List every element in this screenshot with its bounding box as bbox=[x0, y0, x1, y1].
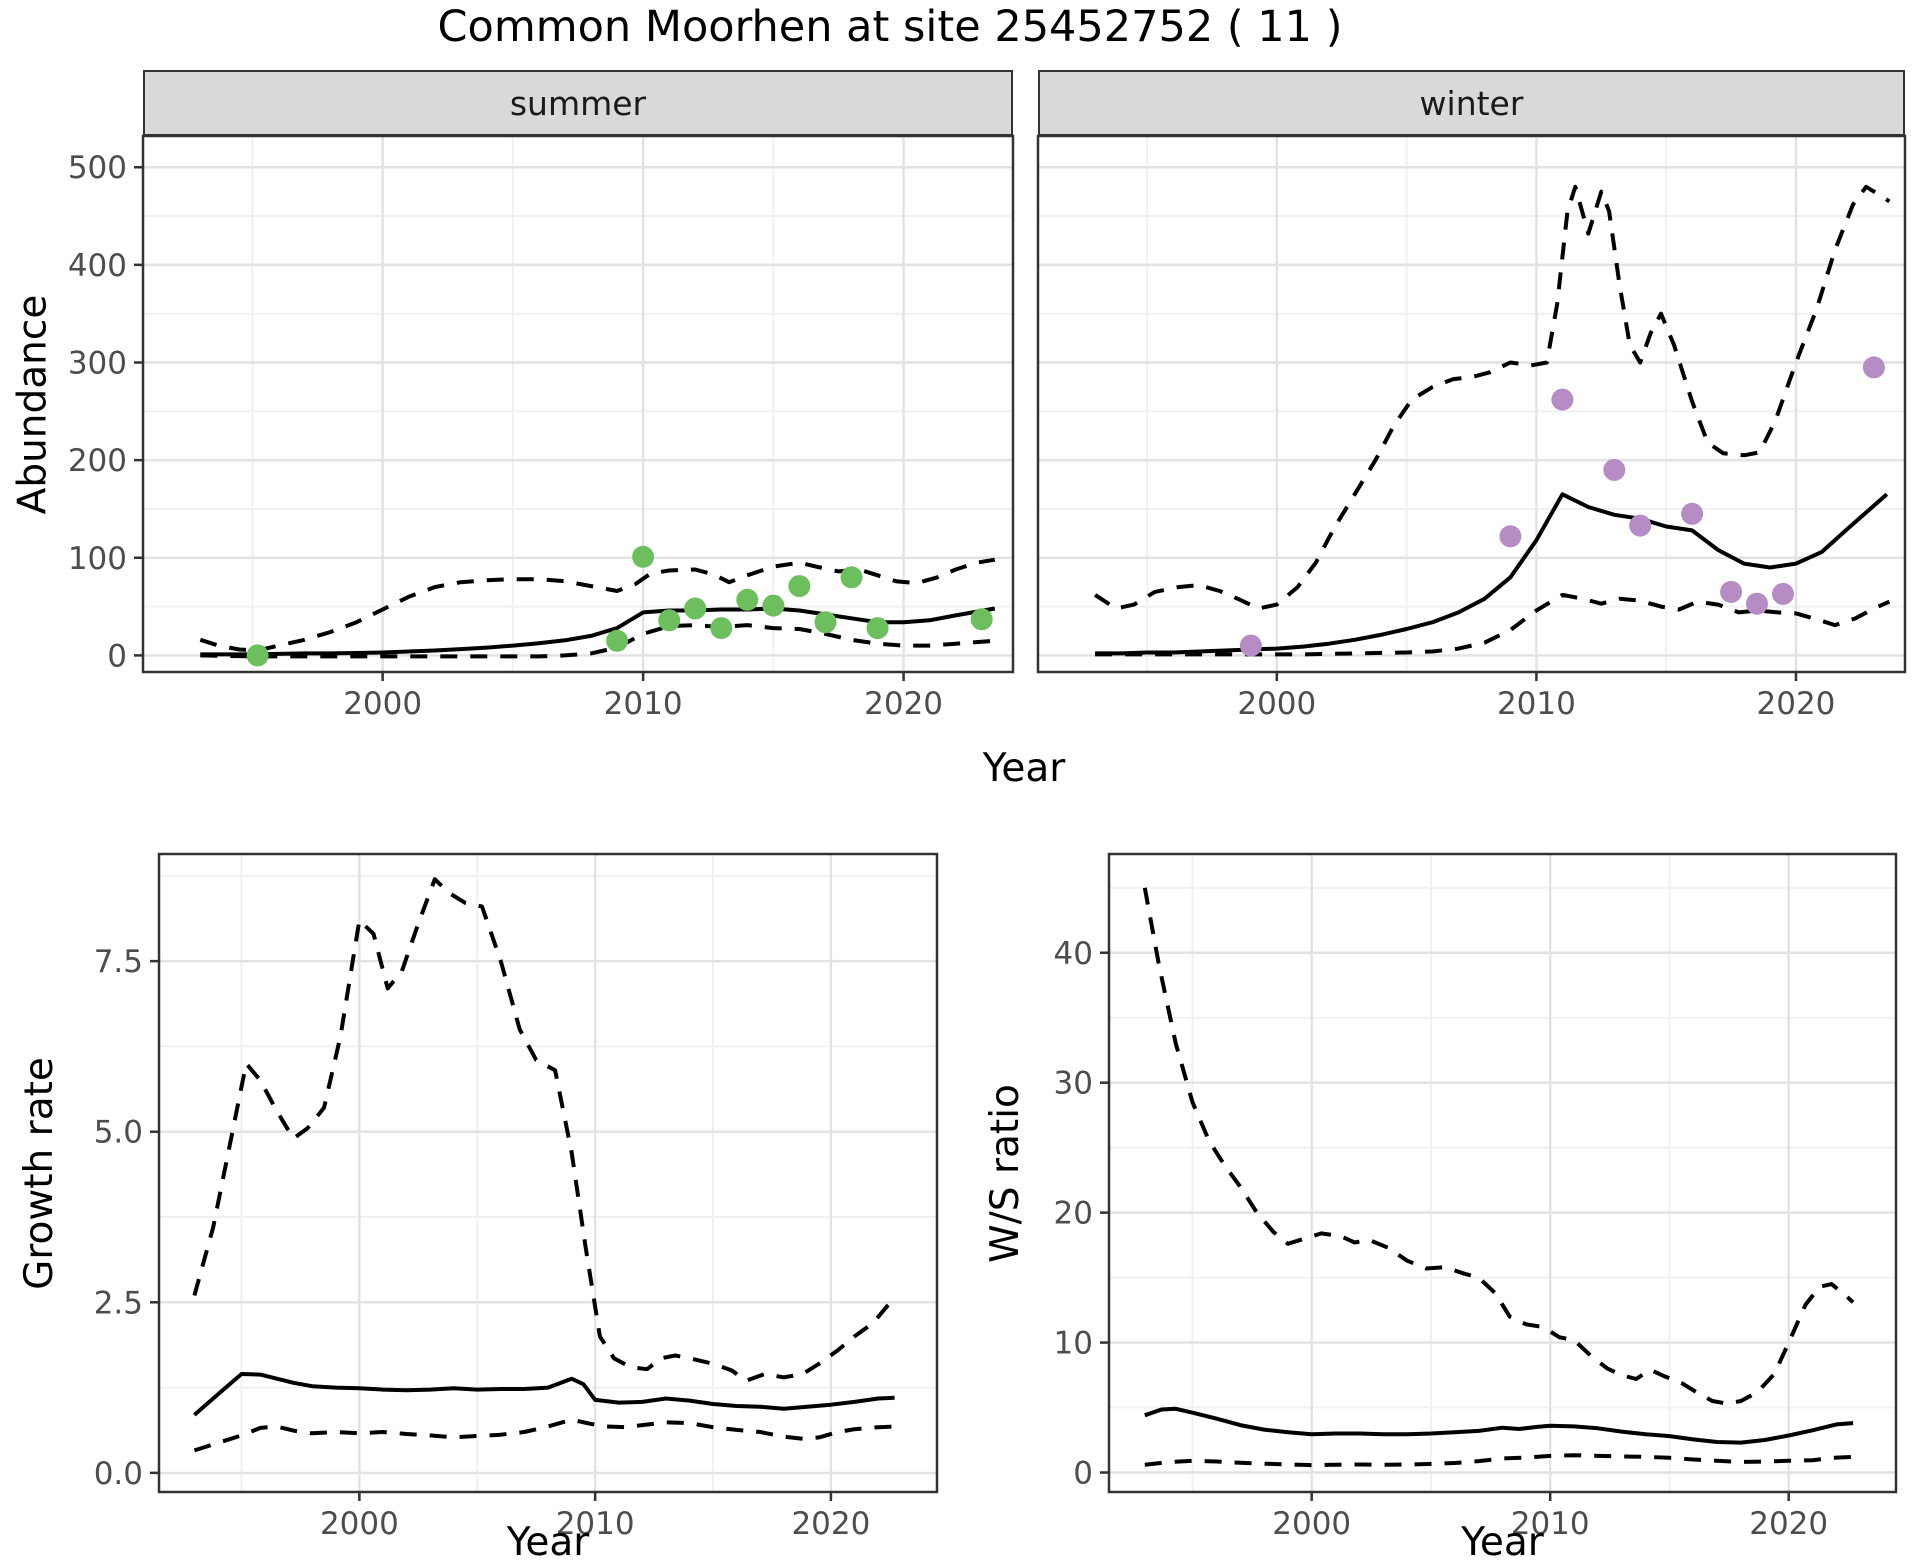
y-tick-label: 500 bbox=[68, 150, 127, 186]
growth-rate-lower-ci-line bbox=[193, 1417, 895, 1453]
abundance-winter-data-point bbox=[1629, 514, 1652, 537]
ws-ratio-panel-bg bbox=[1109, 854, 1896, 1492]
growth-rate-panel-bg bbox=[159, 854, 937, 1492]
y-tick-label: 200 bbox=[68, 443, 127, 479]
x-tick-label: 2000 bbox=[320, 1506, 399, 1542]
abundance-summer-data-point bbox=[840, 566, 863, 589]
ws-ratio-panel-border bbox=[1107, 852, 1898, 1494]
abundance-winter-data-point bbox=[1239, 634, 1262, 657]
y-tick-label: 20 bbox=[1054, 1196, 1093, 1232]
y-tick-label: 0 bbox=[107, 638, 127, 674]
growth-rate-upper-ci-line bbox=[192, 877, 896, 1383]
abundance-summer-data-point bbox=[866, 617, 889, 640]
facet-strip-winter-label: winter bbox=[1419, 83, 1524, 123]
y-axis-title-abundance: Abundance bbox=[10, 294, 56, 514]
abundance-winter-panel-bg bbox=[1038, 136, 1905, 672]
y-tick-label: 2.5 bbox=[94, 1285, 143, 1321]
chart-title: Common Moorhen at site 25452752 ( 11 ) bbox=[437, 2, 1343, 52]
abundance-winter-panel-border bbox=[1036, 134, 1907, 674]
y-tick-label: 30 bbox=[1054, 1066, 1093, 1102]
x-tick-label: 2010 bbox=[1511, 1506, 1590, 1542]
abundance-summer-data-point bbox=[684, 597, 707, 620]
abundance-summer-data-point bbox=[710, 617, 733, 640]
x-axis-title-year-bottom-left: Year bbox=[506, 1520, 590, 1560]
growth-rate-panel: 2000 2010 2020 0.0 2.5 5.0 7.5 bbox=[94, 852, 939, 1542]
abundance-winter-data-point bbox=[1551, 388, 1574, 411]
x-tick-label: 2020 bbox=[791, 1506, 870, 1542]
y-axis-title-growth-rate: Growth rate bbox=[16, 1056, 62, 1290]
x-axis-title-year-bottom-right: Year bbox=[1461, 1520, 1544, 1560]
growth-rate-panel-border bbox=[157, 852, 939, 1494]
abundance-winter-data-point bbox=[1603, 458, 1626, 481]
x-tick-label: 2020 bbox=[1757, 686, 1836, 722]
growth-rate-estimate-line bbox=[193, 1372, 895, 1417]
abundance-winter-data-point bbox=[1681, 502, 1704, 525]
x-tick-label: 2010 bbox=[556, 1506, 635, 1542]
abundance-summer-panel-border bbox=[141, 134, 1015, 674]
y-tick-label: 40 bbox=[1054, 936, 1093, 972]
x-tick-label: 2000 bbox=[343, 686, 422, 722]
y-tick-label: 300 bbox=[68, 346, 127, 382]
abundance-winter-data-point bbox=[1862, 356, 1885, 379]
y-tick-label: 100 bbox=[68, 541, 127, 577]
abundance-winter-data-point bbox=[1772, 582, 1794, 605]
abundance-summer-panel: 2000 2010 2020 0 100 200 300 400 500 bbox=[68, 134, 1015, 722]
x-tick-label: 2000 bbox=[1272, 1506, 1351, 1542]
abundance-winter-lower-ci-line bbox=[1095, 592, 1891, 657]
abundance-summer-data-point bbox=[246, 644, 269, 667]
x-tick-label: 2020 bbox=[1749, 1506, 1828, 1542]
abundance-summer-data-point bbox=[658, 609, 681, 632]
x-tick-label: 2010 bbox=[604, 686, 683, 722]
x-tick-label: 2000 bbox=[1237, 686, 1316, 722]
abundance-winter-data-point bbox=[1720, 580, 1743, 603]
y-tick-label: 10 bbox=[1054, 1326, 1093, 1362]
y-tick-label: 5.0 bbox=[94, 1115, 143, 1151]
abundance-summer-data-point bbox=[736, 588, 759, 611]
facet-strip-summer: summer bbox=[143, 70, 1013, 136]
x-tick-label: 2010 bbox=[1497, 686, 1576, 722]
y-tick-label: 400 bbox=[68, 248, 127, 284]
y-tick-label: 7.5 bbox=[94, 944, 143, 980]
abundance-summer-data-point bbox=[606, 629, 629, 652]
x-axis-title-year-top: Year bbox=[982, 746, 1066, 791]
abundance-winter-upper-ci-line bbox=[1094, 184, 1891, 611]
abundance-summer-data-point bbox=[970, 608, 993, 631]
abundance-winter-panel: 2000 2010 2020 bbox=[1036, 134, 1907, 722]
ws-ratio-estimate-line bbox=[1144, 1406, 1854, 1445]
abundance-summer-upper-ci-line bbox=[199, 557, 996, 653]
y-tick-label: 0.0 bbox=[94, 1456, 143, 1492]
abundance-winter-data-point bbox=[1746, 592, 1768, 615]
ws-ratio-panel: 2000 2010 2020 0 10 20 30 40 bbox=[1054, 852, 1898, 1542]
abundance-summer-data-point bbox=[788, 575, 811, 598]
facet-strip-winter: winter bbox=[1038, 70, 1905, 136]
y-tick-label: 0 bbox=[1073, 1456, 1093, 1492]
abundance-summer-estimate-line bbox=[200, 606, 996, 657]
facet-strip-summer-label: summer bbox=[509, 83, 647, 123]
abundance-winter-data-point bbox=[1499, 525, 1522, 548]
abundance-summer-data-point bbox=[632, 545, 655, 568]
abundance-summer-data-point bbox=[814, 611, 837, 634]
abundance-winter-estimate-line bbox=[1095, 492, 1889, 656]
abundance-summer-data-point bbox=[762, 594, 785, 617]
x-tick-label: 2020 bbox=[864, 686, 943, 722]
ws-ratio-upper-ci-line bbox=[1142, 887, 1855, 1406]
y-axis-title-ws-ratio: W/S ratio bbox=[982, 1083, 1028, 1263]
